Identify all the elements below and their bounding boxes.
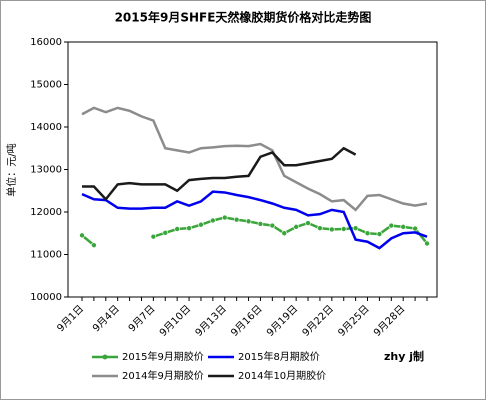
legend-label: 2014年10月期胶价	[238, 369, 326, 382]
series-marker	[257, 221, 264, 227]
legend-label: 2015年9月期胶价	[122, 350, 204, 363]
series-marker	[210, 217, 216, 224]
series-marker	[293, 224, 299, 230]
series-marker	[186, 225, 192, 231]
series-marker	[269, 222, 276, 229]
series-marker	[150, 233, 157, 240]
series-marker	[305, 220, 311, 226]
series-marker	[281, 230, 288, 237]
series-marker	[376, 231, 383, 237]
series-line	[81, 106, 428, 212]
series-marker	[245, 218, 252, 225]
series-line	[81, 190, 428, 250]
y-tick-label: 13000	[30, 165, 62, 176]
series-marker	[388, 222, 395, 229]
series-marker	[174, 226, 180, 232]
series-marker	[91, 242, 97, 248]
y-axis-label: 单位：元/吨	[5, 143, 18, 196]
series-marker	[412, 225, 418, 232]
series-marker	[352, 225, 359, 231]
y-tick-label: 14000	[30, 122, 62, 133]
series-marker	[400, 224, 407, 230]
y-tick-label: 11000	[30, 250, 62, 261]
legend-label: 2014年9月期胶价	[122, 369, 204, 382]
series-marker	[317, 225, 323, 231]
series-marker	[424, 240, 430, 247]
note: zhy j制	[384, 349, 424, 363]
chart-title: 2015年9月SHFE天然橡胶期货价格对比走势图	[115, 10, 372, 25]
series-marker	[340, 226, 347, 232]
series-marker	[364, 230, 371, 237]
legend-marker	[102, 354, 108, 360]
series-marker	[221, 214, 228, 221]
legend-label: 2015年8月期胶价	[238, 350, 320, 363]
y-tick-label: 10000	[30, 292, 62, 303]
series-marker	[233, 216, 240, 223]
series-marker	[198, 221, 204, 228]
y-tick-label: 12000	[30, 207, 62, 218]
y-tick-label: 16000	[30, 37, 62, 48]
y-tick-label: 15000	[30, 80, 62, 91]
series-marker	[162, 230, 169, 236]
series-line	[82, 146, 357, 202]
series-marker	[329, 226, 335, 233]
series-marker	[79, 232, 85, 239]
